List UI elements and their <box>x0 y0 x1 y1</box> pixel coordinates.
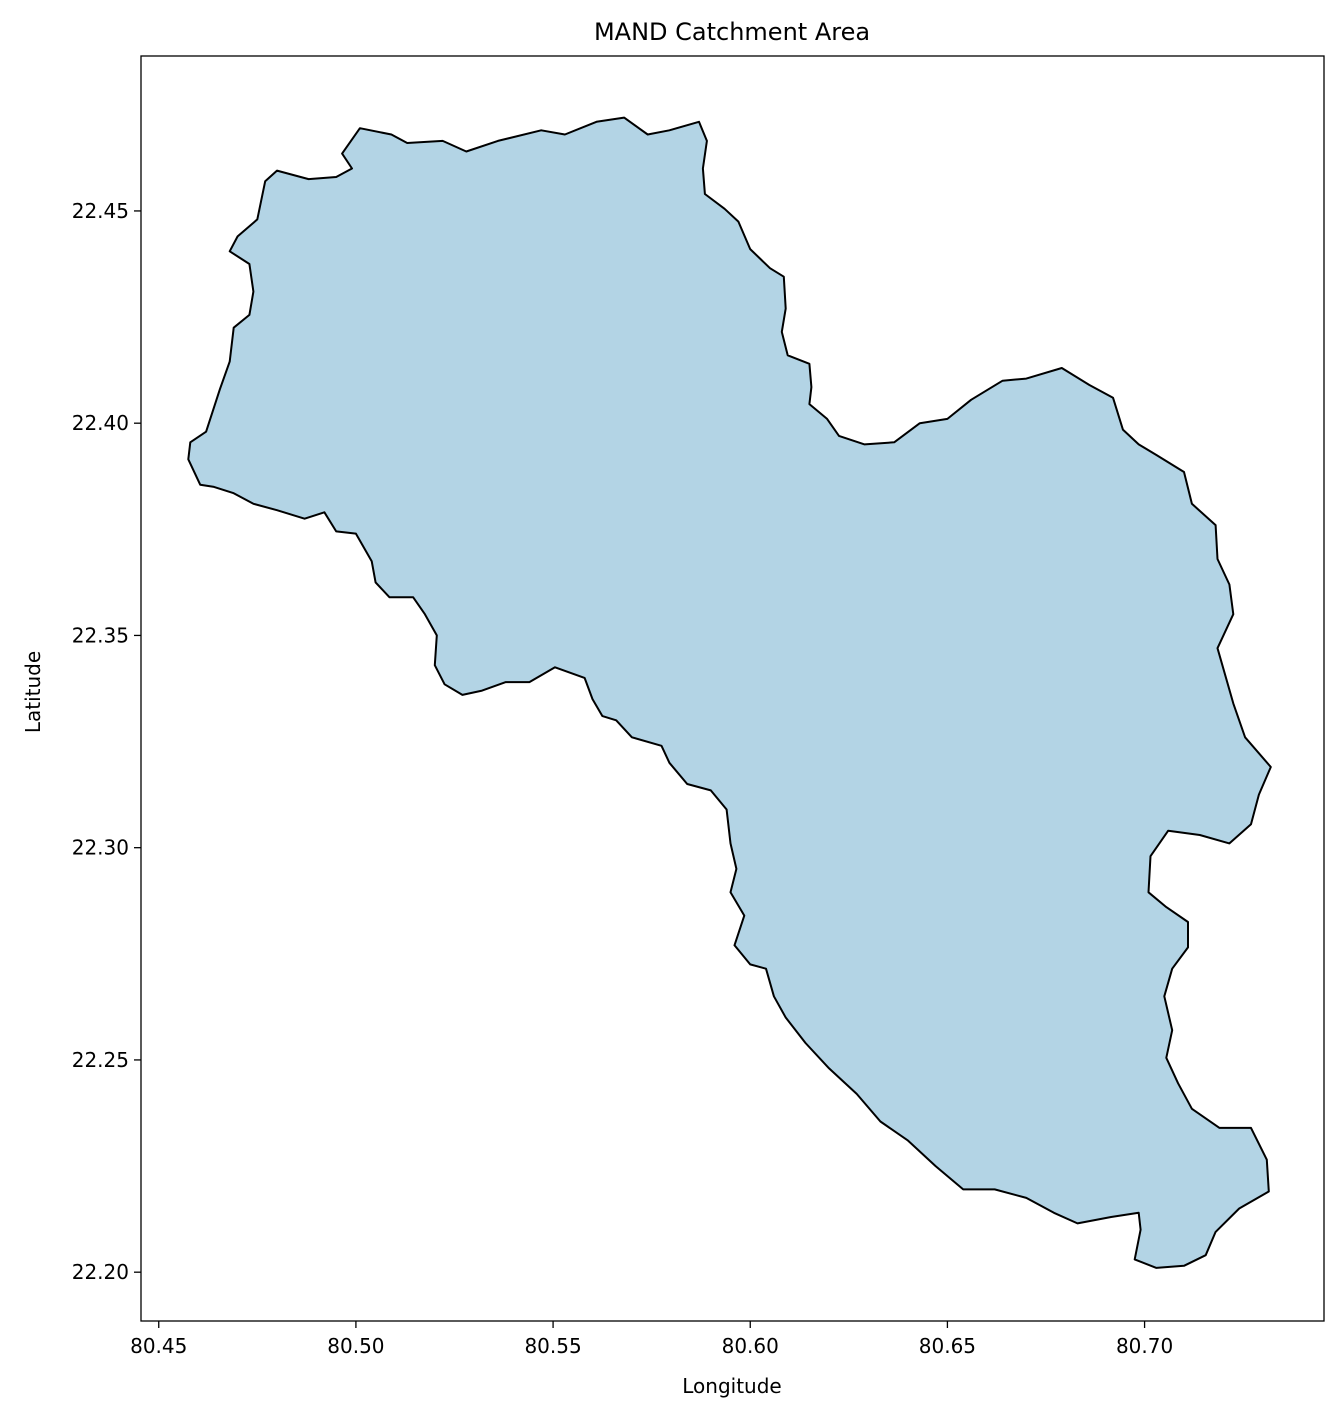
chart-title: MAND Catchment Area <box>594 18 870 46</box>
catchment-polygon <box>187 116 1272 1269</box>
y-tick-label: 22.40 <box>72 411 129 435</box>
plot-frame <box>140 55 1325 1322</box>
x-tick-label: 80.50 <box>327 1334 384 1358</box>
x-tick-label: 80.55 <box>524 1334 581 1358</box>
x-tick-label: 80.60 <box>722 1334 779 1358</box>
y-tick-label: 22.45 <box>72 199 129 223</box>
y-tick-label: 22.25 <box>72 1048 129 1072</box>
y-tick-label: 22.30 <box>72 836 129 860</box>
y-axis-ticks: 22.20 22.25 22.30 22.35 22.40 22.45 <box>72 199 141 1284</box>
x-axis-label: Longitude <box>682 1374 781 1398</box>
x-tick-label: 80.70 <box>1116 1334 1173 1358</box>
x-axis-ticks: 80.45 80.50 80.55 80.60 80.65 80.70 <box>130 1321 1173 1358</box>
x-tick-label: 80.45 <box>130 1334 187 1358</box>
y-tick-label: 22.20 <box>72 1260 129 1284</box>
x-tick-label: 80.65 <box>919 1334 976 1358</box>
y-tick-label: 22.35 <box>72 623 129 647</box>
y-axis-label: Latitude <box>21 651 45 733</box>
